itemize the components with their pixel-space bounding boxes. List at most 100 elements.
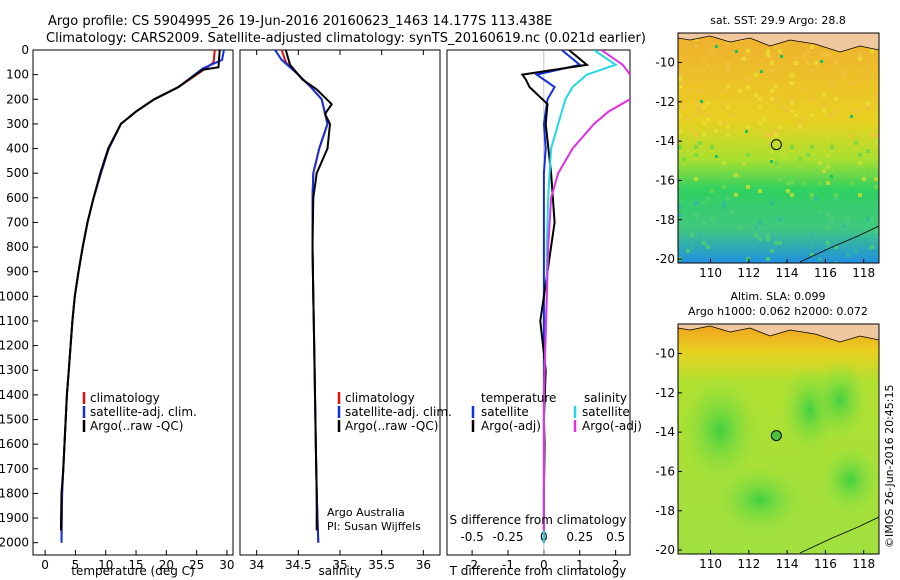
pixel	[710, 49, 714, 53]
pixel	[786, 181, 790, 185]
map-y-tick-label: -16	[655, 173, 675, 187]
pixel	[745, 130, 748, 133]
y-tick-label: 1800	[0, 486, 29, 500]
pixel	[846, 253, 850, 257]
pixel	[870, 245, 874, 249]
map-x-tick-label: 110	[699, 266, 722, 280]
pixel	[710, 189, 714, 193]
x-tick-label: 0	[41, 558, 49, 572]
pixel	[702, 133, 706, 137]
pixel	[766, 49, 770, 53]
pixel	[870, 173, 874, 177]
y-tick-label: 1400	[0, 388, 29, 402]
pixel	[726, 41, 730, 45]
pixel	[694, 69, 698, 73]
pixel	[770, 157, 774, 161]
pixel	[694, 101, 698, 105]
pixel	[850, 115, 853, 118]
pixel	[854, 93, 858, 97]
sst-map-frame	[677, 32, 880, 264]
map-y-tick-label: -14	[655, 425, 675, 439]
y-tick-label: 800	[6, 240, 29, 254]
pixel	[722, 89, 726, 93]
y-tick-label: 1100	[0, 314, 29, 328]
pixel	[874, 185, 878, 189]
map-x-tick-label: 114	[776, 266, 799, 280]
legend-s-argo: Argo(-adj)	[582, 419, 642, 433]
pixel	[798, 157, 802, 161]
s-tick-label: -0.25	[492, 530, 523, 544]
pixel	[694, 153, 698, 157]
pixel	[738, 225, 742, 229]
pixel	[790, 97, 794, 101]
pixel	[694, 81, 698, 85]
pixel	[818, 181, 822, 185]
pixel	[822, 109, 826, 113]
map-x-tick-label: 116	[814, 266, 837, 280]
pixel	[715, 155, 718, 158]
coastline-land	[678, 324, 879, 343]
s-tick-label: -0.5	[460, 530, 483, 544]
x-tick-label: -2	[466, 558, 478, 572]
sla-eddy	[680, 375, 760, 485]
legend-t-argo: Argo(-adj)	[481, 419, 541, 433]
pixel	[802, 181, 806, 185]
pixel	[682, 81, 686, 85]
pixel	[870, 73, 874, 77]
pixel	[734, 173, 738, 177]
pixel	[850, 181, 854, 185]
x-tick-label: 10	[98, 558, 113, 572]
x-tick-label: 5	[72, 558, 80, 572]
x-tick-label: 36	[416, 558, 431, 572]
pixel	[790, 241, 794, 245]
pixel	[702, 241, 706, 245]
difference-lines	[520, 50, 630, 555]
t-difference-xlabel: T difference from climatology	[449, 564, 627, 578]
pixel	[678, 213, 682, 217]
pixel	[678, 73, 682, 77]
temperature-axes	[32, 49, 234, 556]
map-x-tick-label: 118	[852, 557, 875, 571]
pixel	[678, 205, 682, 209]
coastline-south	[799, 516, 879, 554]
pixel	[714, 129, 718, 133]
pixel	[874, 133, 878, 137]
s-tick-label: 0.25	[566, 530, 593, 544]
pixel	[754, 73, 758, 77]
pixel	[830, 217, 834, 221]
pixel	[718, 121, 722, 125]
pixel	[870, 237, 874, 241]
pixel	[870, 49, 874, 53]
pixel	[778, 125, 782, 129]
pixel	[694, 113, 698, 117]
pixel	[766, 233, 770, 237]
pixel	[810, 69, 814, 73]
pixel	[746, 85, 750, 89]
map-y-tick-label: -20	[655, 543, 675, 557]
y-tick-label: 900	[6, 265, 29, 279]
pixel	[866, 149, 870, 153]
series-climatology	[280, 50, 329, 543]
pixel	[774, 241, 778, 245]
pixel	[702, 201, 706, 205]
pixel	[810, 113, 814, 117]
sla-map-frame	[677, 323, 880, 555]
pixel	[690, 233, 694, 237]
map-y-tick-label: -16	[655, 464, 675, 478]
credit-line-1: Argo Australia	[327, 506, 405, 519]
salinity-lines	[274, 50, 333, 543]
series-satellite-adj-clim-	[60, 50, 225, 543]
sla-map-title-2: Argo h1000: 0.062 h2000: 0.072	[688, 305, 868, 318]
pixel	[842, 73, 846, 77]
pixel	[726, 65, 730, 69]
legend-s-satellite: satellite	[582, 405, 630, 419]
salinity-legend: climatology satellite-adj. clim. Argo(..…	[337, 391, 452, 433]
pixel	[774, 85, 778, 89]
pixel	[710, 217, 714, 221]
pixel	[854, 109, 858, 113]
pixel	[726, 173, 730, 177]
pixel	[826, 245, 830, 249]
pixel	[702, 69, 706, 73]
sst-map-title: sat. SST: 29.9 Argo: 28.8	[710, 14, 846, 27]
pixel	[822, 93, 826, 97]
